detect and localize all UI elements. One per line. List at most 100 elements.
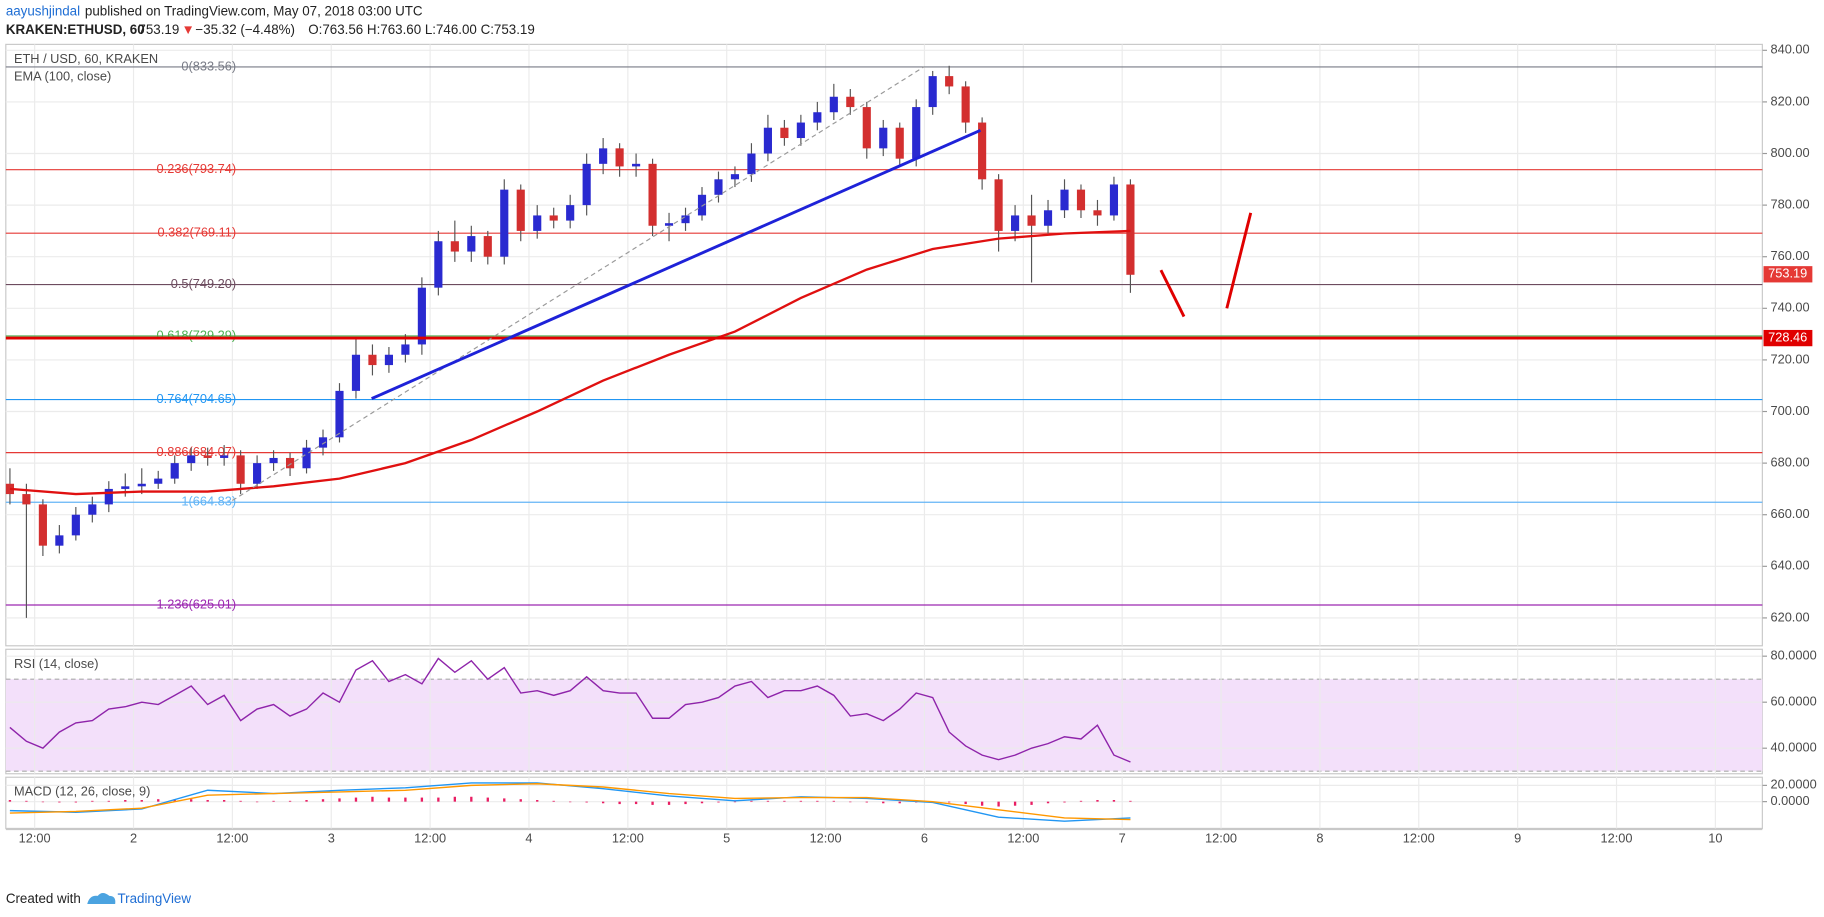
histogram-bar — [799, 800, 803, 802]
y-tick-label: 0.0000 — [1770, 793, 1809, 808]
y-tick-label: 760.00 — [1770, 248, 1809, 263]
x-tick-label: 12:00 — [810, 830, 842, 845]
x-tick-label: 10 — [1708, 830, 1722, 845]
candle-body — [632, 163, 641, 167]
author[interactable]: aayushjindal — [6, 3, 80, 18]
histogram-bar — [1063, 801, 1066, 803]
histogram-bar — [190, 799, 193, 802]
histogram-bar — [1129, 800, 1132, 802]
histogram-bar — [58, 801, 61, 803]
histogram-bar — [816, 800, 819, 802]
histogram-bar — [1013, 801, 1017, 806]
y-tick-label: 740.00 — [1770, 300, 1809, 315]
x-tick-label: 6 — [921, 830, 928, 845]
y-tick-label: 680.00 — [1770, 454, 1809, 469]
histogram-bar — [1030, 801, 1033, 805]
trend-line — [1159, 269, 1186, 318]
histogram-bar — [338, 798, 341, 802]
fib-label: 0.382(769.11) — [158, 225, 237, 240]
candle-body — [763, 127, 772, 154]
candle-body — [533, 215, 542, 231]
candle-body — [269, 457, 278, 464]
histogram-bar — [239, 800, 242, 802]
candle-body — [1093, 210, 1102, 216]
candle-body — [22, 494, 31, 505]
candle-body — [879, 127, 888, 149]
histogram-bar — [569, 801, 572, 803]
histogram-bar — [288, 800, 292, 802]
histogram-bar — [667, 801, 671, 805]
histogram-bar — [387, 797, 391, 802]
histogram-bar — [898, 801, 901, 804]
histogram-bar — [420, 797, 424, 802]
candle-body — [318, 437, 328, 448]
histogram-bar — [305, 800, 308, 802]
histogram-bar — [684, 801, 687, 805]
histogram-bar — [997, 801, 1000, 807]
y-tick-label: 60.0000 — [1770, 694, 1816, 709]
candle-body — [253, 463, 262, 484]
change-arrow: ▼ — [181, 22, 194, 37]
histogram-bar — [601, 801, 605, 804]
series-line — [9, 783, 1131, 821]
candle-body — [1126, 184, 1135, 275]
y-tick-label: 700.00 — [1770, 403, 1809, 418]
fib-label: 0.236(793.74) — [157, 161, 237, 176]
candle-body — [187, 455, 196, 464]
y-tick-label: 840.00 — [1770, 42, 1809, 57]
candle-body — [566, 205, 575, 221]
candle-body — [1109, 184, 1119, 216]
histogram-bar — [25, 800, 28, 802]
candle-body — [961, 86, 970, 123]
legend-entry: EMA (100, close) — [14, 68, 111, 83]
histogram-bar — [964, 801, 967, 805]
trend-line — [232, 66, 925, 502]
y-tick-label: 80.0000 — [1770, 648, 1816, 663]
candle-body — [302, 447, 311, 469]
footer-brand[interactable]: TradingView — [117, 891, 191, 906]
histogram-bar — [206, 800, 209, 802]
histogram-bar — [733, 801, 737, 803]
histogram-bar — [750, 800, 753, 802]
histogram-bar — [140, 800, 143, 802]
fib-label: 0.886(684.07) — [157, 444, 237, 459]
histogram-bar — [783, 800, 786, 802]
trend-line — [1225, 212, 1253, 309]
candle-body — [483, 236, 492, 257]
candle-body — [813, 112, 822, 123]
candle-body — [1027, 215, 1036, 226]
ohlc: O:763.56 H:763.60 L:746.00 C:753.19 — [308, 22, 535, 37]
x-tick-label: 9 — [1514, 830, 1521, 845]
x-tick-label: 12:00 — [216, 830, 248, 845]
fib-label: 1(664.83) — [181, 494, 236, 509]
candle-body — [846, 96, 855, 108]
histogram-bar — [486, 797, 489, 802]
histogram-bar — [634, 801, 638, 805]
candle-body — [1060, 189, 1069, 211]
candle-body — [648, 163, 657, 226]
change: −35.32 (−4.48%) — [195, 22, 295, 37]
y-tick-label: 780.00 — [1770, 196, 1809, 211]
histogram-bar — [91, 800, 94, 802]
histogram-bar — [453, 796, 456, 802]
x-tick-label: 12:00 — [1007, 830, 1039, 845]
candle-body — [236, 455, 245, 484]
histogram-bar — [1079, 800, 1083, 802]
candle-body — [714, 179, 723, 195]
candle-body — [978, 122, 987, 180]
candle-body — [912, 107, 921, 159]
histogram-bar — [651, 801, 654, 805]
histogram-bar — [255, 801, 259, 803]
candle-body — [615, 148, 624, 167]
pane-title: RSI (14, close) — [14, 656, 99, 671]
y-tick-label: 620.00 — [1770, 609, 1809, 624]
histogram-bar — [832, 800, 835, 802]
fib-label: 0.764(704.65) — [157, 391, 237, 406]
pane-title: ETH / USD, 60, KRAKEN — [14, 51, 158, 66]
candle-body — [945, 76, 954, 87]
candle-body — [38, 504, 47, 546]
histogram-bar — [980, 801, 984, 806]
histogram-bar — [222, 800, 226, 802]
